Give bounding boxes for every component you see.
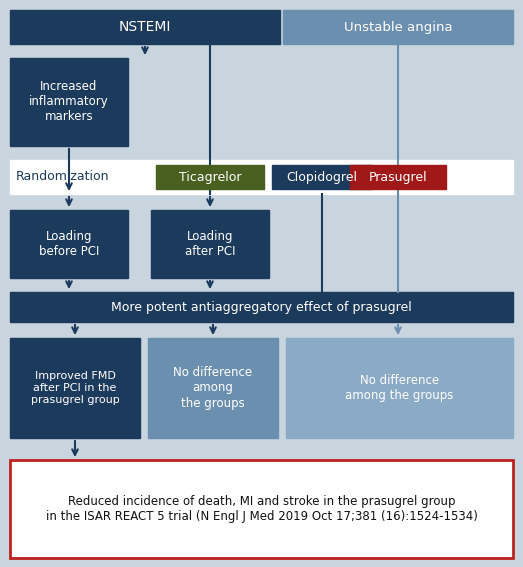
- Text: More potent antiaggregatory effect of prasugrel: More potent antiaggregatory effect of pr…: [111, 301, 412, 314]
- Text: Increased
inflammatory
markers: Increased inflammatory markers: [29, 81, 109, 124]
- Text: Loading
before PCI: Loading before PCI: [39, 230, 99, 258]
- Text: No difference
among the groups: No difference among the groups: [345, 374, 453, 402]
- Bar: [286, 338, 513, 438]
- Bar: [10, 338, 140, 438]
- Text: Randomization: Randomization: [16, 171, 109, 184]
- Bar: [156, 165, 264, 189]
- Bar: [272, 165, 372, 189]
- Bar: [10, 10, 280, 44]
- Bar: [10, 210, 128, 278]
- Bar: [350, 165, 446, 189]
- Bar: [10, 58, 128, 146]
- Text: Ticagrelor: Ticagrelor: [179, 171, 241, 184]
- Text: Prasugrel: Prasugrel: [369, 171, 427, 184]
- Text: Reduced incidence of death, MI and stroke in the prasugrel group
in the ISAR REA: Reduced incidence of death, MI and strok…: [46, 495, 477, 523]
- Text: Improved FMD
after PCI in the
prasugrel group: Improved FMD after PCI in the prasugrel …: [31, 371, 119, 405]
- Text: NSTEMI: NSTEMI: [119, 20, 171, 34]
- Bar: [10, 292, 513, 322]
- Bar: [151, 210, 269, 278]
- Bar: [148, 338, 278, 438]
- Text: Unstable angina: Unstable angina: [344, 20, 452, 33]
- Bar: [10, 160, 513, 194]
- Bar: [10, 460, 513, 558]
- Bar: [283, 10, 513, 44]
- Text: No difference
among
the groups: No difference among the groups: [174, 366, 253, 409]
- Text: Clopidogrel: Clopidogrel: [287, 171, 358, 184]
- Text: Loading
after PCI: Loading after PCI: [185, 230, 235, 258]
